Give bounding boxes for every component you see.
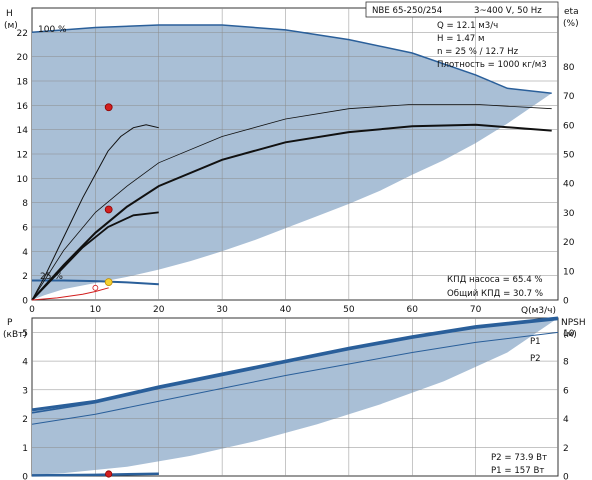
info-line-flow: Q = 12.1 м3/ч: [437, 21, 498, 31]
flow-tick-label: 50: [343, 305, 355, 315]
head-tick-label: 10: [17, 175, 29, 185]
duty-point-1: [92, 284, 99, 291]
flow-tick-label: 0: [29, 305, 35, 315]
head-tick-label: 8: [22, 199, 28, 209]
info-model: NBE 65-250/254: [372, 6, 442, 16]
npsh-axis-unit: (м): [563, 330, 577, 340]
system-curve: [31, 287, 109, 301]
head-tick-label: 16: [17, 102, 29, 112]
points-layer: [92, 103, 113, 478]
flow-tick-label: 20: [153, 305, 165, 315]
eta-tick-label: 0: [563, 297, 569, 307]
eta-curve-upper: [31, 104, 552, 301]
flow-axis-label: Q(м3/ч): [521, 306, 556, 316]
eta-tick-label: 40: [563, 180, 575, 190]
power-tick-label: 4: [22, 358, 28, 368]
head-axis-label: H: [6, 9, 13, 19]
flow-tick-label: 60: [407, 305, 419, 315]
p1-envelope-band: [31, 316, 559, 412]
head-tick-label: 22: [17, 29, 28, 39]
top-envelope-layer: [32, 25, 552, 300]
bottom-envelope-layer: [32, 318, 558, 475]
head-tick-label: 2: [22, 272, 28, 282]
speed-label-100: 100 %: [38, 25, 67, 35]
flow-tick-label: 70: [470, 305, 482, 315]
info-box-frame: [365, 1, 559, 18]
info-line-head: H = 1.47 м: [437, 34, 484, 44]
curves-layer: [31, 24, 559, 477]
power-tick-label: 2: [22, 415, 28, 425]
npsh-tick-label: 0: [563, 473, 569, 480]
eta-axis-unit: (%): [563, 19, 579, 29]
p1-value-label: P1 = 157 Вт: [491, 466, 544, 476]
power-duty-point-0: [105, 470, 113, 478]
head-tick-label: 0: [22, 297, 28, 307]
head-tick-label: 6: [22, 224, 28, 234]
head-tick-label: 12: [17, 151, 28, 161]
flow-tick-label: 10: [90, 305, 102, 315]
eta-curve-low-speed: [31, 124, 159, 301]
p2-value-label: P2 = 73.9 Вт: [491, 453, 547, 463]
eta-tick-label: 30: [563, 209, 575, 219]
power-axis-unit: (кВт): [3, 330, 27, 340]
eta-tick-label: 10: [563, 267, 575, 277]
p2-curve-label: P2: [530, 354, 541, 364]
eta-curve-lower: [31, 123, 552, 301]
duty-point-2: [104, 103, 113, 112]
duty-point-0: [104, 278, 113, 287]
grid-layer: [32, 8, 558, 476]
npsh-axis-label: NPSH: [561, 318, 586, 328]
head-operating-envelope: [32, 25, 552, 300]
power-tick-label: 5: [22, 329, 28, 339]
npsh-tick-label: 8: [563, 358, 569, 368]
head-curve-low-speed: [32, 279, 159, 286]
flow-tick-label: 30: [216, 305, 228, 315]
head-curve-max-speed: [31, 24, 552, 94]
eta-tick-label: 20: [563, 238, 575, 248]
info-line-density: Плотность = 1000 кг/м3: [437, 60, 547, 70]
power-axis-label: P: [7, 318, 13, 328]
flow-tick-label: 40: [280, 305, 292, 315]
p2-curve: [31, 331, 559, 425]
head-tick-label: 4: [22, 248, 28, 258]
p1-curve: [31, 318, 559, 414]
npsh-tick-label: 2: [563, 444, 569, 454]
head-tick-label: 14: [17, 126, 29, 136]
head-tick-label: 20: [17, 53, 29, 63]
info-line-speed: n = 25 % / 12.7 Hz: [437, 47, 519, 57]
total-efficiency-label: Общий КПД = 30.7 %: [447, 289, 543, 299]
eta-tick-label: 50: [563, 151, 575, 161]
speed-label-25: 25 %: [40, 272, 63, 282]
info-power-supply: 3~400 V, 50 Hz: [474, 6, 542, 16]
power-operating-envelope: [32, 318, 558, 475]
eta-tick-label: 70: [563, 92, 575, 102]
head-tick-label: 18: [17, 78, 29, 88]
pump-efficiency-label: КПД насоса = 65.4 %: [447, 275, 543, 285]
duty-point-3: [104, 205, 113, 214]
npsh-tick-label: 10: [563, 329, 575, 339]
npsh-tick-label: 6: [563, 386, 569, 396]
power-tick-label: 1: [22, 444, 28, 454]
head-axis-unit: (м): [4, 21, 18, 31]
power-tick-label: 0: [22, 473, 28, 480]
eta-axis-label: eta: [564, 7, 579, 17]
power-curve-low-speed: [31, 472, 159, 477]
eta-tick-label: 80: [563, 63, 575, 73]
power-tick-label: 3: [22, 386, 28, 396]
npsh-tick-label: 4: [563, 415, 569, 425]
eta-tick-label: 60: [563, 121, 575, 131]
eta-curve-short: [31, 211, 159, 301]
p1-curve-label: P1: [530, 337, 541, 347]
